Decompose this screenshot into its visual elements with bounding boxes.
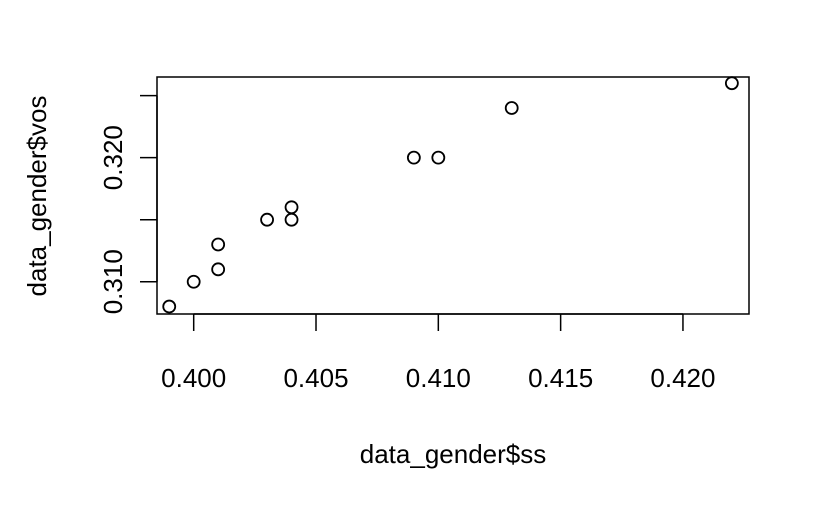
- data-point: [284, 200, 299, 215]
- data-point: [211, 262, 226, 277]
- y-axis-title: data_gender$vos: [22, 96, 52, 297]
- x-tick-label: 0.410: [406, 363, 471, 393]
- data-points: [162, 76, 739, 314]
- data-point: [260, 212, 274, 227]
- plot-frame: [156, 76, 750, 315]
- data-point: [724, 76, 739, 91]
- x-tick-label: 0.415: [528, 363, 593, 393]
- data-point: [211, 237, 226, 252]
- x-tick-label: 0.405: [283, 363, 348, 393]
- data-point: [431, 150, 446, 165]
- x-tick-label: 0.420: [650, 363, 715, 393]
- x-axis: 0.400 0.405 0.410 0.415 0.420: [161, 313, 715, 393]
- data-point: [162, 299, 177, 314]
- x-tick-label: 0.400: [161, 363, 226, 393]
- data-point: [504, 101, 519, 115]
- data-point: [284, 212, 299, 227]
- y-tick-label: 0.320: [98, 125, 128, 190]
- data-point: [406, 150, 421, 165]
- y-axis: 0.310 0.320: [98, 94, 158, 314]
- y-tick-label: 0.310: [98, 249, 128, 314]
- data-point: [186, 274, 201, 289]
- x-axis-title: data_gender$ss: [360, 439, 546, 469]
